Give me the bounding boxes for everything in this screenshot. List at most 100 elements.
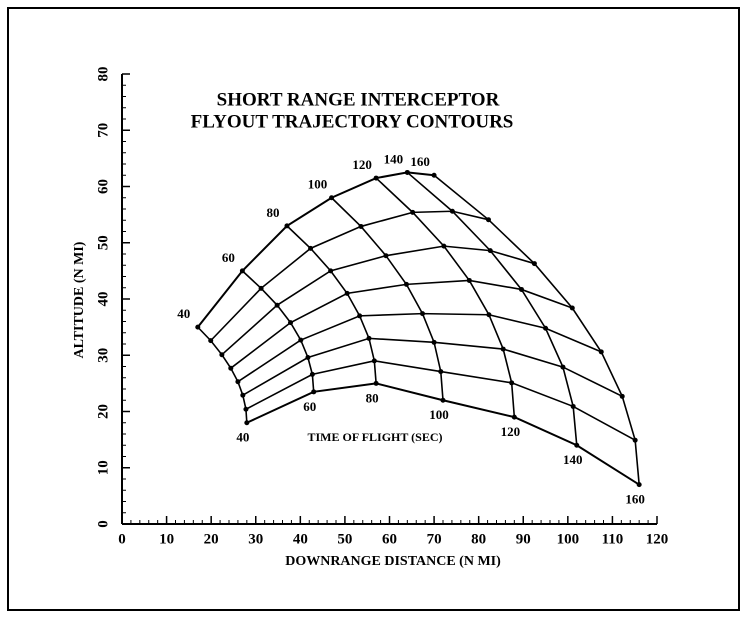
point bbox=[208, 338, 214, 344]
point bbox=[235, 379, 241, 385]
point bbox=[195, 324, 201, 330]
time-label: 60 bbox=[303, 399, 316, 414]
point bbox=[228, 365, 234, 371]
time-contour bbox=[406, 171, 578, 446]
point bbox=[570, 403, 576, 409]
point bbox=[574, 442, 580, 448]
point bbox=[219, 352, 225, 358]
point bbox=[357, 313, 363, 319]
point bbox=[240, 392, 246, 398]
time-label: 40 bbox=[177, 306, 190, 321]
y-axis-label: ALTITUDE (N MI) bbox=[72, 241, 87, 358]
point bbox=[632, 437, 638, 443]
time-label: 80 bbox=[366, 390, 379, 405]
point bbox=[560, 364, 566, 370]
y-tick-label: 80 bbox=[95, 67, 111, 82]
point bbox=[239, 268, 245, 274]
point bbox=[486, 312, 492, 318]
point bbox=[274, 302, 280, 308]
point bbox=[431, 172, 437, 178]
point bbox=[466, 277, 472, 283]
point bbox=[328, 268, 334, 274]
point bbox=[410, 209, 416, 215]
time-label: 80 bbox=[266, 205, 279, 220]
time-label: 120 bbox=[501, 424, 521, 439]
point bbox=[598, 349, 604, 355]
point bbox=[441, 243, 447, 249]
y-tick-label: 30 bbox=[95, 348, 111, 363]
x-tick-label: 120 bbox=[646, 531, 669, 547]
y-tick-label: 70 bbox=[95, 123, 111, 138]
point bbox=[329, 195, 335, 201]
time-contour bbox=[375, 177, 516, 418]
x-tick-label: 0 bbox=[118, 531, 126, 547]
time-label: 160 bbox=[625, 492, 645, 507]
point bbox=[309, 371, 315, 377]
x-tick-label: 70 bbox=[427, 531, 442, 547]
time-label: 40 bbox=[236, 430, 249, 445]
y-tick-label: 40 bbox=[95, 292, 111, 307]
point bbox=[509, 380, 515, 386]
x-tick-label: 20 bbox=[204, 531, 219, 547]
x-tick-label: 10 bbox=[159, 531, 174, 547]
point bbox=[569, 305, 575, 311]
point bbox=[449, 208, 455, 214]
y-tick-label: 20 bbox=[95, 404, 111, 419]
point bbox=[485, 217, 491, 223]
point bbox=[243, 406, 249, 412]
time-contour bbox=[241, 270, 315, 392]
point bbox=[371, 358, 377, 364]
point bbox=[419, 311, 425, 317]
point bbox=[383, 253, 389, 259]
x-tick-label: 40 bbox=[293, 531, 308, 547]
annotation: TIME OF FLIGHT (SEC) bbox=[307, 430, 442, 444]
point bbox=[373, 175, 379, 181]
x-tick-label: 60 bbox=[382, 531, 397, 547]
y-tick-label: 60 bbox=[95, 179, 111, 194]
point bbox=[518, 286, 524, 292]
point bbox=[311, 389, 317, 395]
point bbox=[487, 248, 493, 254]
x-tick-label: 30 bbox=[248, 531, 263, 547]
point bbox=[438, 369, 444, 375]
point bbox=[373, 380, 379, 386]
x-tick-label: 50 bbox=[337, 531, 352, 547]
chart-title: FLYOUT TRAJECTORY CONTOURS bbox=[191, 111, 514, 132]
point bbox=[305, 355, 311, 360]
time-contour bbox=[330, 197, 444, 401]
point bbox=[619, 393, 625, 399]
time-label: 100 bbox=[308, 177, 328, 192]
x-tick-label: 110 bbox=[602, 531, 624, 547]
point bbox=[284, 223, 290, 229]
x-tick-label: 90 bbox=[516, 531, 531, 547]
point bbox=[543, 325, 549, 331]
point bbox=[511, 414, 517, 420]
point bbox=[298, 337, 304, 343]
point bbox=[440, 397, 446, 403]
point bbox=[366, 335, 372, 341]
point bbox=[403, 281, 409, 287]
time-label: 60 bbox=[222, 250, 235, 265]
point bbox=[500, 346, 506, 352]
point bbox=[258, 285, 264, 291]
x-tick-label: 100 bbox=[557, 531, 580, 547]
point bbox=[288, 320, 294, 326]
point bbox=[636, 482, 642, 488]
frame bbox=[7, 7, 740, 611]
time-label: 160 bbox=[410, 154, 430, 169]
point bbox=[344, 290, 350, 296]
x-axis-label: DOWNRANGE DISTANCE (N MI) bbox=[285, 554, 501, 569]
y-tick-label: 0 bbox=[95, 520, 111, 528]
time-contour bbox=[286, 225, 377, 384]
time-contour bbox=[433, 174, 640, 485]
time-label: 120 bbox=[352, 157, 372, 172]
y-tick-label: 50 bbox=[95, 235, 111, 250]
time-label: 140 bbox=[563, 452, 583, 467]
point bbox=[531, 261, 537, 267]
point bbox=[404, 169, 410, 175]
point bbox=[308, 245, 314, 251]
time-label: 140 bbox=[384, 151, 404, 166]
trajectory bbox=[210, 210, 489, 342]
time-contour bbox=[197, 326, 248, 423]
